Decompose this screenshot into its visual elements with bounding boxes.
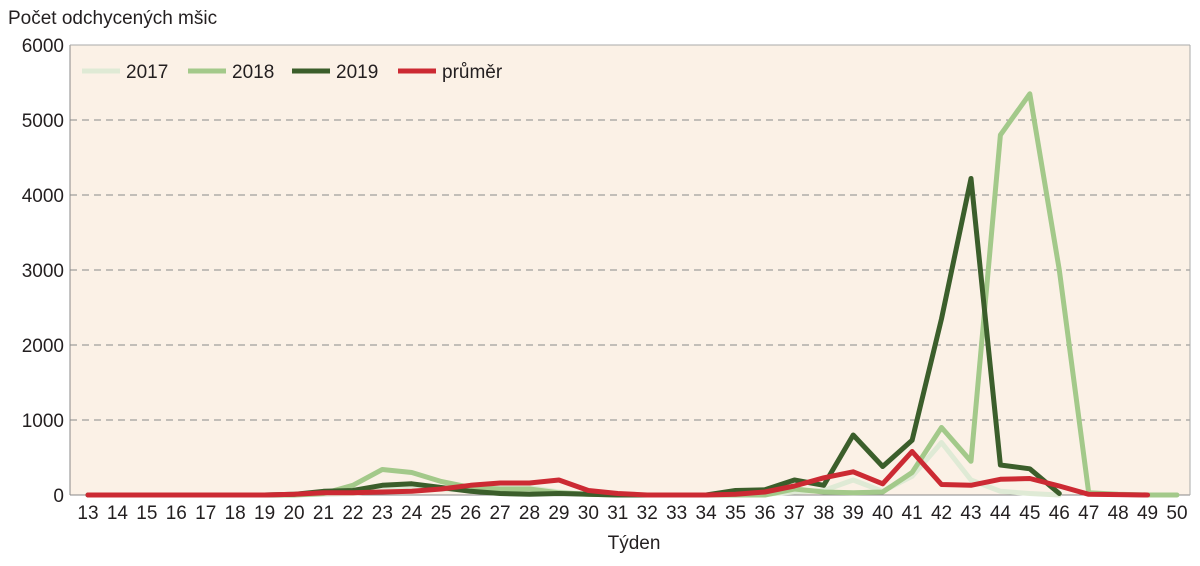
y-tick-label: 3000 [22,261,64,282]
x-tick-label: 44 [990,503,1012,524]
x-tick-label: 15 [136,503,157,524]
x-tick-label: 21 [313,503,334,524]
x-tick-label: 13 [77,503,98,524]
x-tick-label: 18 [225,503,246,524]
x-tick-label: 19 [254,503,275,524]
x-tick-label: 40 [872,503,893,524]
x-tick-label: 22 [342,503,363,524]
x-tick-label: 32 [637,503,658,524]
legend-label: 2018 [232,62,274,83]
x-tick-label: 25 [431,503,452,524]
x-tick-label: 31 [607,503,628,524]
x-tick-label: 16 [166,503,187,524]
x-tick-label: 36 [754,503,775,524]
x-tick-label: 23 [372,503,393,524]
y-axis-label: Počet odchycených mšic [8,8,217,29]
x-tick-label: 46 [1049,503,1070,524]
x-tick-label: 14 [107,503,129,524]
x-tick-label: 39 [843,503,864,524]
x-tick-label: 27 [489,503,510,524]
x-axis-label: Týden [608,533,661,554]
x-tick-label: 50 [1166,503,1187,524]
legend-label: 2019 [336,62,378,83]
x-tick-label: 35 [725,503,746,524]
x-tick-label: 34 [696,503,718,524]
legend-label: 2017 [126,62,168,83]
x-tick-label: 29 [548,503,569,524]
x-tick-label: 24 [401,503,423,524]
x-tick-label: 37 [784,503,805,524]
x-tick-label: 28 [519,503,540,524]
x-tick-label: 41 [902,503,923,524]
y-tick-label: 6000 [22,36,64,57]
x-tick-label: 30 [578,503,599,524]
x-tick-label: 48 [1108,503,1129,524]
legend-label: průměr [442,62,503,83]
y-tick-label: 5000 [22,111,64,132]
x-tick-label: 26 [460,503,481,524]
x-tick-label: 43 [960,503,981,524]
x-tick-label: 20 [283,503,304,524]
y-tick-label: 2000 [22,336,64,357]
x-tick-label: 45 [1019,503,1040,524]
y-tick-label: 0 [53,486,64,507]
x-tick-label: 33 [666,503,687,524]
x-tick-label: 49 [1137,503,1158,524]
series-line-průměr [85,449,1151,498]
x-tick-label: 38 [813,503,834,524]
x-tick-label: 17 [195,503,216,524]
x-tick-label: 47 [1078,503,1099,524]
y-tick-label: 4000 [22,186,64,207]
x-tick-label: 42 [931,503,952,524]
y-tick-label: 1000 [22,411,64,432]
